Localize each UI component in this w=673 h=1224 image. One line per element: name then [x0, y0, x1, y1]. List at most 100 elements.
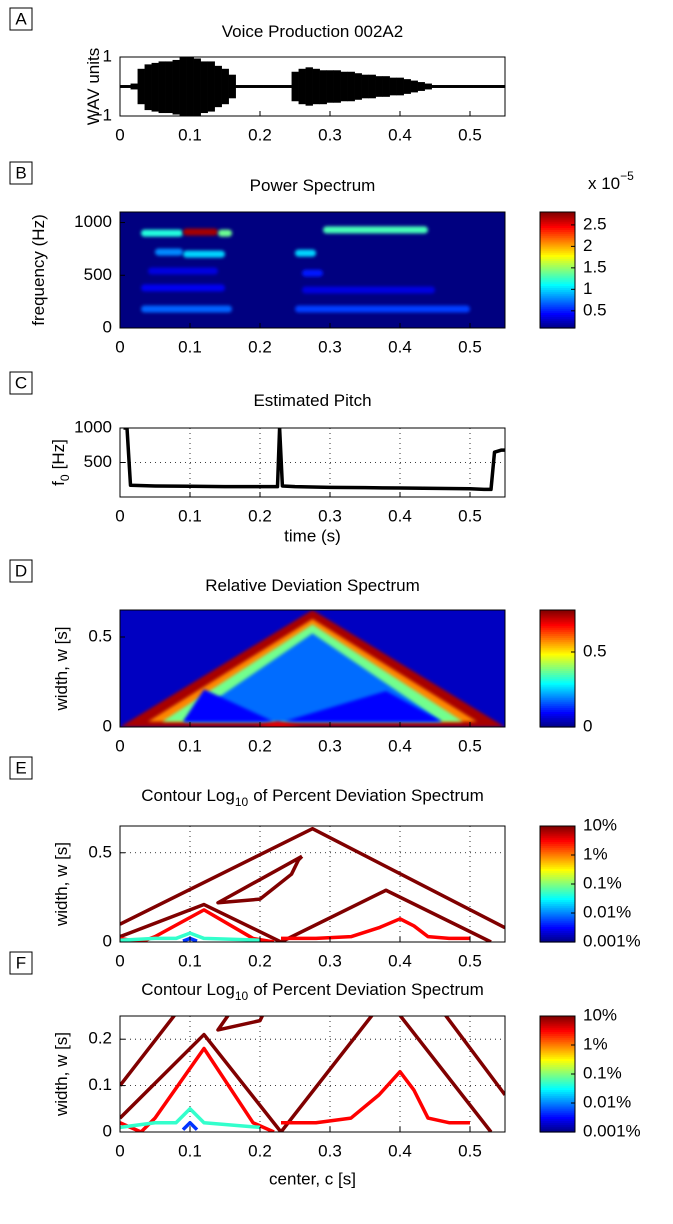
colorbar-cell: [540, 903, 575, 906]
ridge: [183, 250, 225, 258]
x-axis-label: time (s): [284, 526, 341, 545]
colorbar-cell: [540, 302, 575, 306]
colorbar-cell: [540, 1023, 575, 1027]
colorbar-cell: [540, 934, 575, 937]
colorbar-cell: [540, 641, 575, 644]
colorbar-cell: [540, 649, 575, 652]
envelope-bar: [424, 83, 432, 90]
colorbar-cell: [540, 1087, 575, 1091]
colorbar-cell: [540, 233, 575, 236]
y-axis-label: WAV units: [84, 48, 103, 125]
colorbar-cell: [540, 266, 575, 269]
colorbar-cell: [540, 1083, 575, 1087]
panel: E Contour Log10 of Percent Deviation Spect…: [9, 756, 641, 970]
chart-title: Contour Log10 of Percent Deviation Spectr…: [141, 980, 484, 1003]
colorbar-cell: [540, 1097, 575, 1100]
colorbar-cell: [540, 652, 575, 656]
colorbar-tick-label: 0.001%: [583, 931, 641, 950]
colorbar-label-text: x 10: [588, 174, 620, 193]
envelope-bar: [333, 70, 341, 103]
x-tick-label: 0.4: [388, 736, 412, 755]
x-tick-label: 0.3: [318, 736, 342, 755]
colorbar-cell: [540, 717, 575, 720]
x-tick-label: 0.2: [248, 951, 272, 970]
x-tick-label: 0.5: [458, 506, 482, 525]
colorbar-cell: [540, 1130, 575, 1133]
y-axis-label: width, w [s]: [52, 842, 71, 927]
title-subscript: 10: [235, 989, 249, 1003]
envelope-bar: [326, 70, 334, 103]
colorbar-cell: [540, 924, 575, 928]
envelope-bar: [165, 61, 173, 114]
y-axis-label-text: width, w [s]: [52, 1032, 71, 1117]
colorbar-cell: [540, 835, 575, 839]
y-axis-label: width, w [s]: [52, 626, 71, 711]
colorbar-cell: [540, 1050, 575, 1054]
colorbar-cell: [540, 304, 575, 308]
chart-title: Relative Deviation Spectrum: [205, 576, 419, 595]
colorbar-cell: [540, 1046, 575, 1050]
y-tick-label: 0.2: [88, 1029, 112, 1048]
colorbar-cell: [540, 1031, 575, 1034]
panel-label: A: [15, 9, 27, 28]
panel-label-box: [9, 371, 33, 395]
x-tick-label: 0.3: [318, 125, 342, 144]
colorbar-cell: [540, 250, 575, 254]
y-tick-label: 1000: [74, 212, 112, 231]
panel-label-box: [9, 7, 33, 31]
colorbar-cell: [540, 868, 575, 872]
envelope-bar: [445, 85, 453, 88]
colorbar-cell: [540, 705, 575, 709]
colorbar-cell: [540, 619, 575, 623]
title-text: Estimated Pitch: [253, 391, 371, 410]
colorbar-cell: [540, 314, 575, 317]
colorbar-cell: [540, 241, 575, 244]
envelope-bar: [263, 85, 271, 88]
colorbar-cell: [540, 839, 575, 843]
plot-content: [141, 226, 470, 313]
envelope-bar: [368, 74, 376, 99]
envelope-bar: [375, 76, 383, 97]
colorbar-tick-label: 1%: [583, 844, 608, 863]
colorbar-cell: [540, 882, 575, 885]
envelope-bar: [487, 85, 495, 88]
colorbar-cell: [540, 721, 575, 724]
y-axis-label-text: frequency (Hz): [29, 214, 48, 325]
x-tick-label: 0.4: [388, 337, 412, 356]
colorbar-cell: [540, 1079, 575, 1083]
envelope-bar: [228, 74, 236, 99]
colorbar-box: [539, 609, 576, 728]
envelope-bar: [347, 71, 355, 102]
colorbar-cell: [540, 227, 575, 230]
envelope-bar: [214, 65, 222, 108]
colorbar-cell: [540, 691, 575, 695]
x-tick-label: 0: [115, 1141, 124, 1160]
envelope-bar: [389, 77, 397, 96]
envelope-bar: [200, 61, 208, 114]
colorbar-cell: [540, 1021, 575, 1025]
colorbar-tick-label: 0: [583, 716, 592, 735]
colorbar-cell: [540, 1039, 575, 1042]
envelope-bar: [410, 80, 418, 93]
colorbar-cell: [540, 615, 575, 619]
envelope-bar: [305, 67, 313, 106]
colorbar-cell: [540, 1017, 575, 1021]
colorbar-cell: [540, 711, 575, 714]
colorbar-cell: [540, 831, 575, 835]
envelope-bar: [179, 57, 187, 116]
axes-box: [119, 56, 506, 117]
title-text: Relative Deviation Spectrum: [205, 576, 419, 595]
colorbar-cell: [540, 264, 575, 267]
colorbar-cell: [540, 855, 575, 858]
x-tick-label: 0.5: [458, 951, 482, 970]
colorbar-cell: [540, 1077, 575, 1081]
colorbar-cell: [540, 905, 575, 908]
colorbar-cell: [540, 1045, 575, 1048]
title-text: Contour Log: [141, 980, 235, 999]
ridge: [323, 226, 428, 234]
plot-content: [120, 1016, 505, 1132]
x-tick-label: 0.5: [458, 736, 482, 755]
colorbar-tick-label: 0.001%: [583, 1121, 641, 1140]
colorbar-cell: [540, 1085, 575, 1089]
colorbar-cell: [540, 1095, 575, 1098]
